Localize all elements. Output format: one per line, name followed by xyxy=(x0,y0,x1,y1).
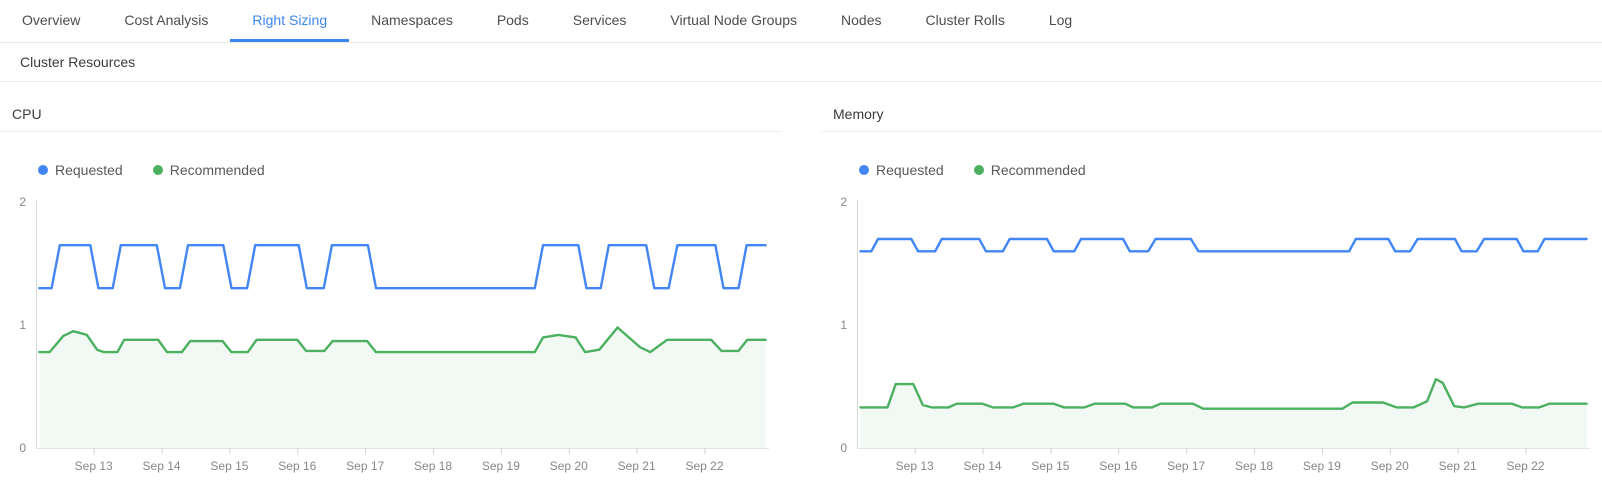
legend-label: Recommended xyxy=(990,162,1086,178)
section-title: Cluster Resources xyxy=(20,54,136,70)
x-tick-label: Sep 15 xyxy=(1031,459,1069,473)
tab-pods[interactable]: Pods xyxy=(496,11,529,28)
x-tick-label: Sep 14 xyxy=(143,459,181,473)
x-tick-label: Sep 20 xyxy=(550,459,588,473)
tab-virtual-node-groups[interactable]: Virtual Node Groups xyxy=(670,11,798,28)
chart-title: CPU xyxy=(0,106,781,132)
section-header: Cluster Resources xyxy=(0,43,1602,82)
tab-cluster-rolls[interactable]: Cluster Rolls xyxy=(925,11,1005,28)
legend-dot-icon xyxy=(38,165,48,175)
y-tick-label: 0 xyxy=(19,441,26,455)
x-tick-label: Sep 16 xyxy=(1099,459,1137,473)
legend-item-recommended[interactable]: Recommended xyxy=(973,162,1086,178)
chart-legend: Requested Recommended xyxy=(38,162,781,178)
x-tick-label: Sep 21 xyxy=(618,459,656,473)
x-tick-label: Sep 21 xyxy=(1439,459,1477,473)
x-tick-label: Sep 22 xyxy=(685,459,723,473)
y-tick-label: 1 xyxy=(19,318,26,332)
chart-title: Memory xyxy=(821,106,1602,132)
x-tick-label: Sep 17 xyxy=(1167,459,1205,473)
x-tick-label: Sep 18 xyxy=(414,459,452,473)
tab-cost-analysis[interactable]: Cost Analysis xyxy=(124,11,209,28)
y-tick-label: 1 xyxy=(840,318,847,332)
requested-line xyxy=(859,237,1588,253)
tab-overview[interactable]: Overview xyxy=(22,11,81,28)
tab-right-sizing[interactable]: Right Sizing xyxy=(230,0,350,42)
chart-card-cpu: CPU Requested Recommended 0 1 2 Sep 13 Sep 14 Se… xyxy=(0,106,781,484)
charts-container: CPU Requested Recommended 0 1 2 Sep 13 Sep 14 Se… xyxy=(0,82,1602,484)
chart-card-memory: Memory Requested Recommended 0 1 2 Sep 13 Sep 1… xyxy=(821,106,1602,484)
legend-dot-icon xyxy=(152,165,163,175)
x-tick-label: Sep 22 xyxy=(1506,459,1544,473)
legend-label: Requested xyxy=(876,162,944,178)
legend-dot-icon xyxy=(859,165,869,175)
y-tick-label: 2 xyxy=(840,195,847,209)
x-tick-label: Sep 16 xyxy=(278,459,316,473)
x-tick-label: Sep 19 xyxy=(482,459,520,473)
legend-dot-icon xyxy=(973,165,984,175)
y-tick-label: 0 xyxy=(840,441,847,455)
tab-log[interactable]: Log xyxy=(1048,11,1073,28)
x-tick-label: Sep 17 xyxy=(346,459,384,473)
tab-bar: Overview Cost Analysis Right Sizing Namespa… xyxy=(0,0,1602,43)
x-tick-label: Sep 13 xyxy=(896,459,934,473)
legend-item-requested[interactable]: Requested xyxy=(38,162,123,178)
x-tick-label: Sep 19 xyxy=(1303,459,1341,473)
legend-item-requested[interactable]: Requested xyxy=(859,162,944,178)
requested-line xyxy=(38,244,767,290)
chart-svg-cpu: 0 1 2 Sep 13 Sep 14 Sep 15 Sep 16 Sep 17 Sep 18 S… xyxy=(19,195,769,473)
recommended-area xyxy=(860,379,1587,448)
x-tick-label: Sep 18 xyxy=(1235,459,1273,473)
tab-namespaces[interactable]: Namespaces xyxy=(371,11,453,28)
legend-label: Recommended xyxy=(169,162,265,178)
x-tick-label: Sep 13 xyxy=(75,459,113,473)
tab-services[interactable]: Services xyxy=(572,11,627,28)
x-tick-label: Sep 20 xyxy=(1371,459,1409,473)
chart-legend: Requested Recommended xyxy=(859,162,1602,178)
x-tick-label: Sep 15 xyxy=(210,459,248,473)
chart-svg-memory: 0 1 2 Sep 13 Sep 14 Sep 15 Sep 16 Sep 17 Sep 18 S… xyxy=(840,195,1590,473)
recommended-area xyxy=(39,327,766,448)
legend-item-recommended[interactable]: Recommended xyxy=(152,162,265,178)
recommended-line xyxy=(859,377,1588,410)
x-tick-label: Sep 14 xyxy=(964,459,1002,473)
legend-label: Requested xyxy=(55,162,123,178)
y-tick-label: 2 xyxy=(19,195,26,209)
tab-nodes[interactable]: Nodes xyxy=(841,11,882,28)
recommended-line xyxy=(38,326,767,354)
